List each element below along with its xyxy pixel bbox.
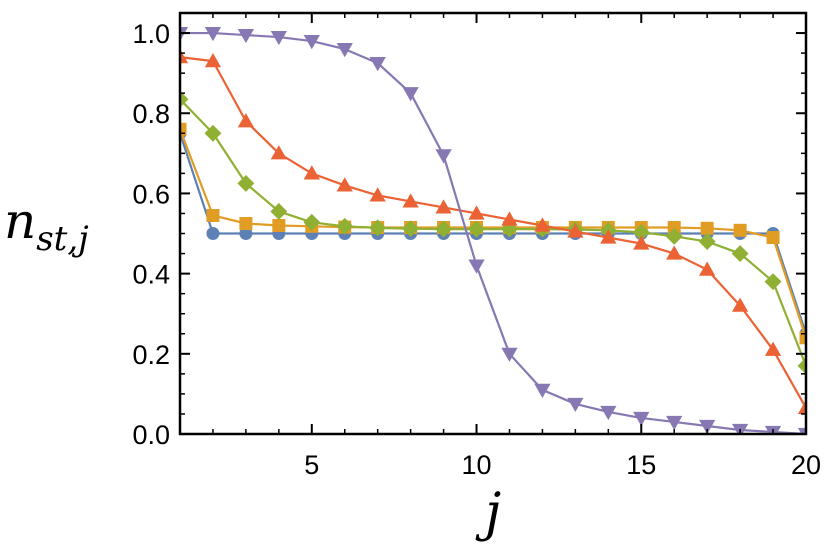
ticks-layer: 5 10 15 20 0.0 0.2 0.4 0.6 0.8 1.0: [132, 13, 821, 480]
series-2-point-18: [733, 223, 747, 237]
series-3-point-5: [303, 213, 321, 231]
series-4-point-19: [764, 341, 782, 356]
series-4-point-10: [468, 205, 485, 220]
y-tick-label-2: 0.2: [132, 340, 170, 370]
x-tick-label-1: 5: [304, 450, 319, 480]
series-4-point-2: [204, 52, 222, 68]
series-5-point-16: [666, 415, 683, 431]
series-4-point-13: [567, 223, 584, 238]
series-2-point-2: [206, 208, 220, 222]
y-axis-label-subscript: st,j: [36, 219, 89, 259]
y-tick-label-1: 0.0: [132, 420, 170, 450]
series-3-point-3: [237, 174, 255, 192]
plot-frame: [178, 11, 808, 436]
series-5-point-1: [179, 26, 189, 42]
series-5-point-17: [699, 419, 716, 435]
series-2-point-1: [179, 122, 187, 136]
series-5-point-8: [402, 87, 419, 102]
series-5-point-11: [501, 347, 518, 362]
series-5-point-10: [468, 259, 485, 274]
series-4-point-5: [303, 165, 320, 180]
y-axis-label-main: n: [4, 192, 36, 250]
series-2-point-17: [700, 221, 714, 235]
series-3-point-2: [204, 124, 222, 142]
series-3-point-19: [764, 273, 782, 291]
series-5-point-14: [600, 405, 617, 421]
series-5-point-13: [567, 397, 584, 413]
series-3-point-15: [632, 223, 650, 241]
series-5-point-12: [534, 383, 551, 399]
series-2-point-16: [667, 221, 681, 235]
series-3-point-20: [797, 357, 807, 375]
series-2-point-4: [272, 219, 286, 233]
x-axis-label: j: [475, 483, 501, 543]
y-tick-label-4: 0.6: [132, 179, 170, 209]
series-3-point-1: [179, 90, 189, 108]
series-4-point-4: [270, 145, 287, 160]
series-4-point-15: [633, 235, 650, 250]
series-5-point-6: [336, 42, 353, 58]
series-1-point-3: [239, 227, 253, 241]
series-3-point-18: [731, 245, 749, 263]
series-2-point-19: [766, 231, 780, 245]
series-4-point-8: [402, 193, 419, 208]
series-4-point-6: [336, 177, 353, 192]
series-3-point-6: [336, 217, 354, 235]
series-3-point-16: [665, 227, 683, 245]
series-4-point-7: [369, 187, 386, 202]
series-5-point-4: [270, 30, 287, 46]
series-4-point-20: [797, 399, 807, 415]
labels-layer: j nst,j: [4, 192, 501, 543]
y-tick-label-6: 1.0: [132, 19, 170, 49]
series-3-point-8: [402, 220, 420, 238]
series-4-point-3: [237, 113, 255, 128]
series-3-point-7: [369, 219, 387, 237]
series-5-point-2: [204, 26, 222, 42]
series-layer: [179, 26, 807, 435]
series-4-point-14: [600, 229, 617, 244]
x-tick-label-4: 20: [791, 450, 821, 480]
y-tick-label-5: 0.8: [132, 99, 170, 129]
series-5-point-15: [633, 411, 650, 427]
series-4-point-12: [534, 217, 551, 232]
series-2-point-20: [799, 331, 807, 345]
series-5-point-9: [435, 149, 452, 164]
x-tick-label-2: 10: [462, 450, 492, 480]
series-2-point-3: [239, 217, 253, 230]
series-4: [179, 48, 807, 415]
series-4-point-9: [435, 199, 452, 214]
series-4-point-11: [501, 211, 518, 226]
series-5-point-3: [237, 28, 255, 44]
series-4-point-16: [666, 245, 683, 260]
series-4-point-17: [699, 261, 716, 276]
series-3-point-17: [698, 233, 716, 250]
series-3-point-9: [435, 220, 453, 238]
series-5-point-7: [369, 57, 386, 72]
series-5-line: [180, 31, 807, 435]
series-1-point-2: [206, 227, 220, 241]
series-3-point-4: [270, 203, 288, 220]
series-4-point-18: [731, 297, 749, 312]
series-5-point-5: [303, 34, 320, 50]
y-tick-label-3: 0.4: [132, 260, 170, 290]
series-3-point-10: [468, 220, 485, 238]
y-axis-label: nst,j: [4, 192, 89, 259]
x-tick-label-3: 15: [626, 450, 656, 480]
